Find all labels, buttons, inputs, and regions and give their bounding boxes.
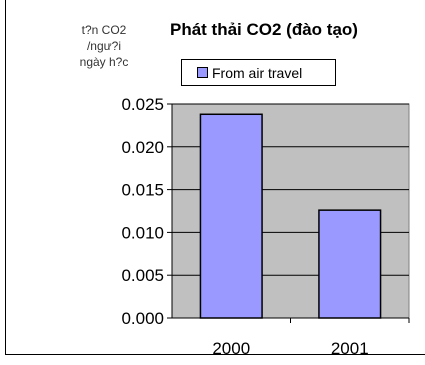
y-tick-label: 0.025: [121, 95, 164, 114]
legend-label: From air travel: [212, 64, 303, 81]
y-tick-label: 0.020: [121, 138, 164, 157]
bar: [318, 209, 382, 319]
frame-bottom-border: [5, 354, 425, 355]
chart-title: Phát thải CO2 (đào tạo): [170, 20, 358, 39]
y-tick-label: 0.000: [121, 309, 164, 328]
y-axis-label-line: ngày h?c: [79, 55, 129, 69]
bar: [199, 113, 263, 319]
y-tick-label: 0.010: [121, 223, 164, 242]
y-tick-label: 0.015: [121, 181, 164, 200]
y-axis-label: t?n CO2 /ngư?i ngày h?c: [72, 22, 136, 70]
x-tick-label: 2000: [212, 339, 250, 358]
frame-left-border: [5, 0, 6, 355]
y-axis-label-line: t?n CO2: [81, 23, 127, 37]
legend: From air travel: [181, 59, 336, 86]
y-axis-label-line: /ngư?i: [86, 39, 122, 53]
legend-swatch: [197, 67, 208, 78]
x-tick-label: 2001: [331, 339, 369, 358]
y-tick-label: 0.005: [121, 266, 164, 285]
